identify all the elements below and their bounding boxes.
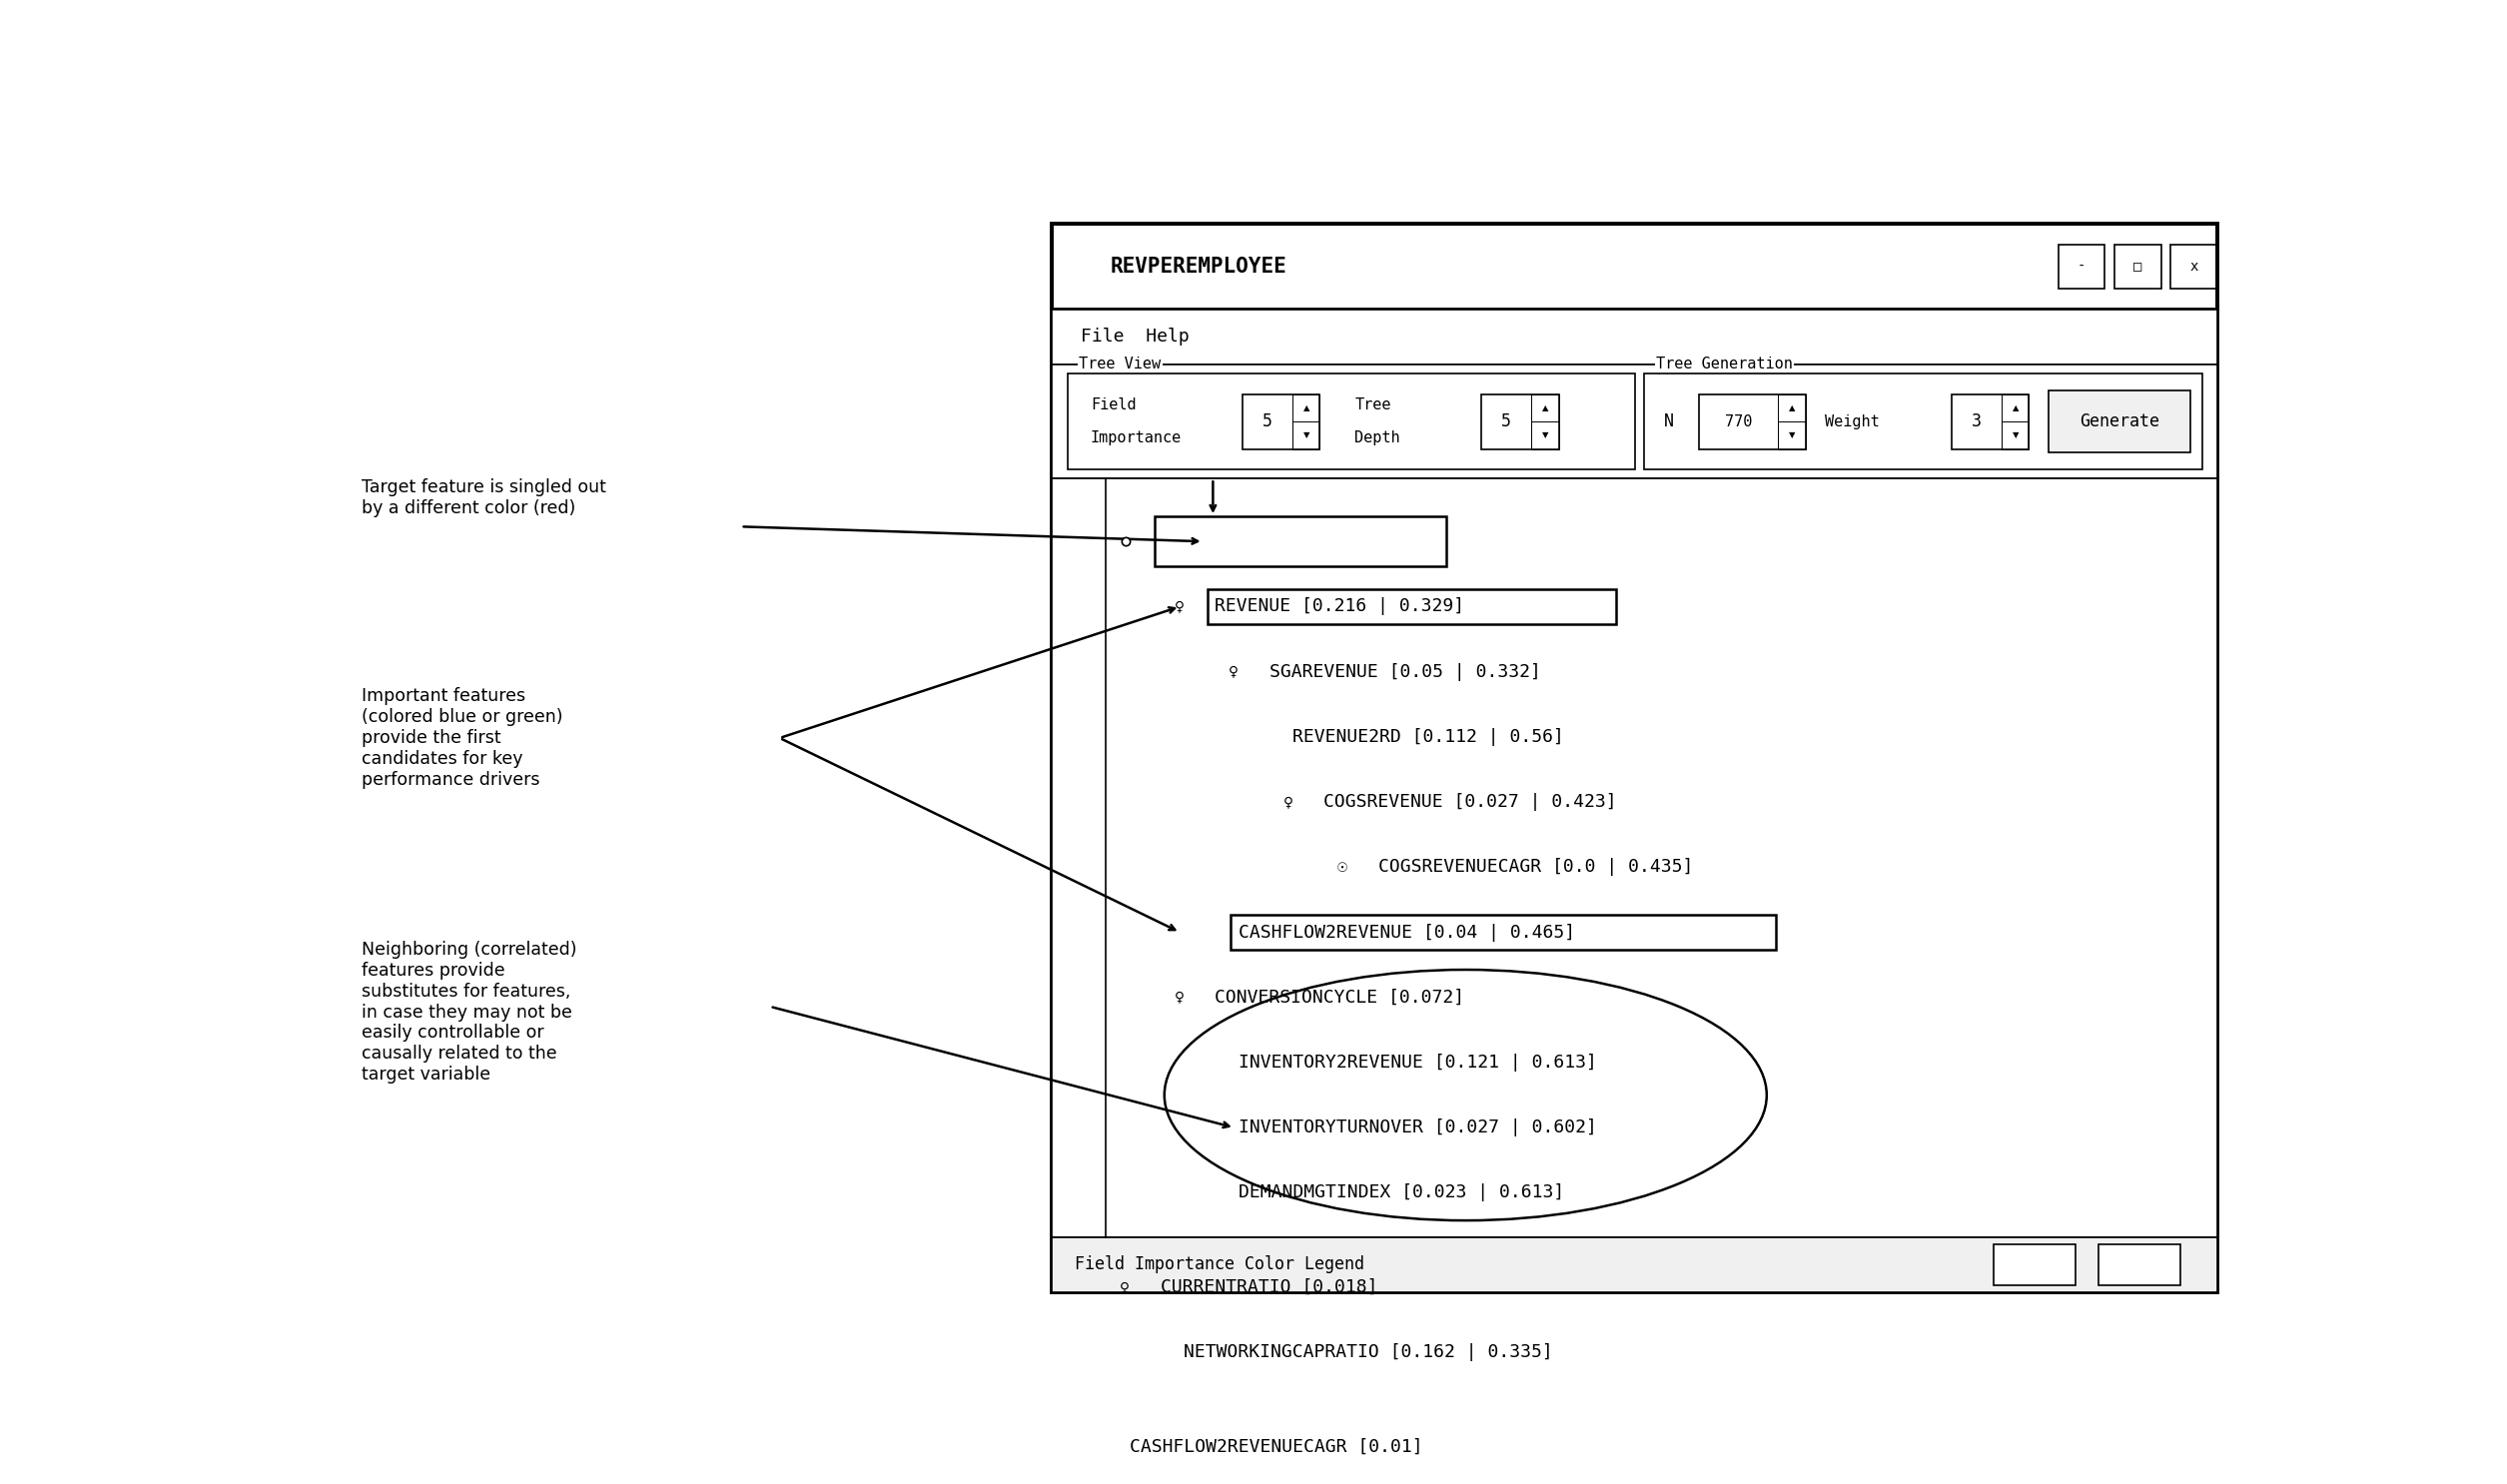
Text: ♀: ♀ — [1228, 663, 1238, 681]
Text: CASHFLOW2REVENUE [0.04 | 0.465]: CASHFLOW2REVENUE [0.04 | 0.465] — [1238, 923, 1574, 941]
Text: -: - — [2078, 260, 2086, 273]
Text: DEMANDMGTINDEX [0.023 | 0.613]: DEMANDMGTINDEX [0.023 | 0.613] — [1238, 1184, 1564, 1202]
Text: Tree: Tree — [1354, 398, 1391, 413]
Text: Field Importance Color Legend: Field Importance Color Legend — [1076, 1255, 1364, 1273]
Text: N: N — [1665, 413, 1675, 430]
Text: 5: 5 — [1264, 413, 1274, 430]
Text: Importance: Importance — [1091, 430, 1181, 445]
Text: CONVERSIONCYCLE [0.072]: CONVERSIONCYCLE [0.072] — [1216, 988, 1464, 1006]
Text: ♀: ♀ — [1173, 988, 1183, 1006]
FancyBboxPatch shape — [1053, 310, 2219, 365]
FancyBboxPatch shape — [1053, 365, 2219, 479]
Text: Important features
(colored blue or green)
provide the first
candidates for key
: Important features (colored blue or gree… — [361, 687, 564, 788]
Text: Neighboring (correlated)
features provide
substitutes for features,
in case they: Neighboring (correlated) features provid… — [361, 941, 577, 1083]
Text: REVENUE [0.216 | 0.329]: REVENUE [0.216 | 0.329] — [1216, 598, 1464, 616]
Text: 3: 3 — [1971, 413, 1981, 430]
Text: ▲: ▲ — [2013, 404, 2018, 413]
FancyBboxPatch shape — [2098, 1244, 2181, 1285]
Text: Depth: Depth — [1354, 430, 1401, 445]
Text: Tree Generation: Tree Generation — [1657, 356, 1793, 371]
Text: Target feature is singled out
by a different color (red): Target feature is singled out by a diffe… — [361, 479, 607, 518]
Text: SGAREVENUE [0.05 | 0.332]: SGAREVENUE [0.05 | 0.332] — [1269, 663, 1542, 681]
Text: ♀: ♀ — [1121, 1278, 1131, 1296]
Text: NETWORKINGCAPRATIO [0.162 | 0.335]: NETWORKINGCAPRATIO [0.162 | 0.335] — [1183, 1343, 1554, 1361]
Text: ▲: ▲ — [1304, 404, 1309, 413]
Text: Field: Field — [1091, 398, 1136, 413]
FancyBboxPatch shape — [1053, 224, 2219, 310]
Text: Tree View: Tree View — [1078, 356, 1161, 371]
Text: REVENUE2RD [0.112 | 0.56]: REVENUE2RD [0.112 | 0.56] — [1294, 727, 1564, 746]
Text: ▼: ▼ — [1304, 430, 1309, 439]
Text: □: □ — [2133, 260, 2141, 273]
Text: File  Help: File Help — [1081, 328, 1188, 346]
Text: x: x — [2191, 260, 2199, 273]
Text: INVENTORY2REVENUE [0.121 | 0.613]: INVENTORY2REVENUE [0.121 | 0.613] — [1238, 1054, 1597, 1071]
FancyBboxPatch shape — [1053, 479, 2219, 1238]
Text: COGSREVENUE [0.027 | 0.423]: COGSREVENUE [0.027 | 0.423] — [1324, 792, 1617, 810]
Text: ♀: ♀ — [1284, 792, 1294, 810]
Text: CASHFLOW2REVENUECAGR [0.01]: CASHFLOW2REVENUECAGR [0.01] — [1131, 1438, 1421, 1456]
Text: REVPEREMPLOYEE: REVPEREMPLOYEE — [1111, 257, 1286, 276]
Text: ♀: ♀ — [1173, 598, 1183, 616]
FancyBboxPatch shape — [1053, 1238, 2219, 1293]
Text: 5: 5 — [1502, 413, 1512, 430]
Text: Generate: Generate — [2078, 413, 2159, 430]
Text: ▼: ▼ — [1787, 430, 1795, 439]
Text: CURRENTRATIO [0.018]: CURRENTRATIO [0.018] — [1161, 1278, 1379, 1296]
Text: ▲: ▲ — [1787, 404, 1795, 413]
Text: 770: 770 — [1725, 414, 1752, 429]
Text: ☉: ☉ — [1336, 858, 1346, 876]
Text: INVENTORYTURNOVER [0.027 | 0.602]: INVENTORYTURNOVER [0.027 | 0.602] — [1238, 1119, 1597, 1137]
Text: ▼: ▼ — [2013, 430, 2018, 439]
Text: ▼: ▼ — [1542, 430, 1549, 439]
Text: ▲: ▲ — [1542, 404, 1549, 413]
FancyBboxPatch shape — [2048, 390, 2191, 453]
FancyBboxPatch shape — [1993, 1244, 2076, 1285]
Text: COGSREVENUECAGR [0.0 | 0.435]: COGSREVENUECAGR [0.0 | 0.435] — [1379, 858, 1692, 876]
Text: Weight: Weight — [1825, 414, 1880, 429]
FancyBboxPatch shape — [1156, 516, 1447, 567]
